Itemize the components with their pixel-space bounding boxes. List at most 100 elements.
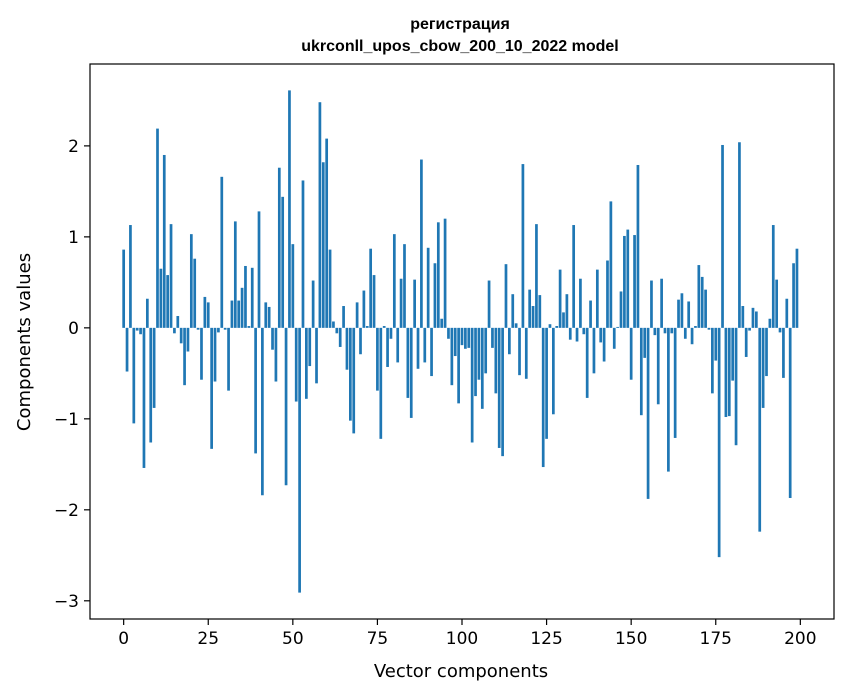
y-axis-label: Components values bbox=[14, 253, 35, 431]
bar bbox=[778, 327, 782, 333]
bar bbox=[680, 293, 684, 328]
bar bbox=[609, 201, 613, 328]
bar bbox=[139, 327, 142, 335]
bar bbox=[795, 248, 799, 328]
bar bbox=[335, 327, 339, 334]
bar bbox=[727, 327, 731, 417]
bar bbox=[582, 327, 586, 335]
bar bbox=[670, 327, 674, 334]
x-tick-label: 100 bbox=[446, 629, 478, 649]
bar bbox=[514, 323, 518, 328]
bar bbox=[203, 296, 207, 328]
bar bbox=[487, 280, 491, 328]
bar bbox=[186, 327, 190, 352]
bar bbox=[237, 300, 241, 328]
bar bbox=[359, 327, 362, 355]
bar bbox=[782, 327, 785, 378]
bar bbox=[250, 267, 254, 328]
bar bbox=[176, 316, 180, 328]
bar bbox=[636, 164, 640, 328]
x-tick-label: 175 bbox=[700, 629, 732, 649]
y-tick-label: −2 bbox=[54, 501, 79, 521]
bar bbox=[223, 327, 227, 330]
bar bbox=[152, 327, 156, 408]
bar bbox=[792, 263, 795, 328]
bar bbox=[518, 327, 521, 376]
bar bbox=[619, 291, 623, 328]
bar bbox=[731, 327, 735, 381]
bar bbox=[179, 327, 183, 344]
bar bbox=[504, 264, 508, 328]
bar bbox=[721, 144, 724, 328]
y-tick-label: 0 bbox=[68, 319, 79, 339]
bar bbox=[399, 278, 403, 328]
bar bbox=[240, 287, 244, 328]
bar bbox=[379, 327, 383, 439]
bar bbox=[233, 221, 237, 328]
bar bbox=[210, 327, 213, 449]
bar bbox=[748, 327, 751, 331]
bar bbox=[200, 327, 203, 380]
bar bbox=[653, 327, 657, 336]
bar bbox=[349, 327, 352, 421]
bar bbox=[433, 263, 437, 328]
bar bbox=[460, 327, 464, 346]
bar bbox=[650, 280, 653, 328]
bar bbox=[704, 289, 707, 328]
bar bbox=[345, 327, 349, 370]
bar bbox=[663, 327, 667, 334]
bar bbox=[142, 327, 146, 468]
bar bbox=[616, 326, 619, 328]
bar bbox=[267, 306, 271, 328]
bar bbox=[541, 327, 545, 468]
bar bbox=[667, 327, 670, 472]
bar bbox=[294, 327, 298, 402]
bar bbox=[683, 327, 687, 339]
bar bbox=[595, 269, 599, 328]
bar bbox=[227, 327, 230, 391]
bar bbox=[694, 326, 697, 328]
x-tick-label: 50 bbox=[282, 629, 304, 649]
bar bbox=[744, 327, 748, 357]
bar bbox=[149, 327, 153, 443]
bar bbox=[193, 258, 197, 328]
bar bbox=[589, 300, 592, 328]
bar bbox=[420, 159, 423, 328]
bar bbox=[707, 327, 711, 330]
bar bbox=[673, 327, 677, 438]
bar bbox=[281, 196, 285, 328]
bar bbox=[406, 327, 410, 398]
bar bbox=[548, 324, 552, 328]
bar bbox=[145, 298, 149, 328]
bar bbox=[524, 327, 528, 379]
bar bbox=[247, 326, 251, 328]
bar bbox=[162, 154, 166, 328]
bar bbox=[308, 327, 312, 367]
bar bbox=[565, 294, 569, 328]
bar bbox=[338, 327, 342, 347]
bar bbox=[491, 327, 494, 348]
bar bbox=[156, 128, 159, 328]
bar bbox=[771, 225, 775, 328]
bar bbox=[135, 327, 139, 331]
bar bbox=[386, 327, 389, 367]
bar bbox=[166, 275, 169, 328]
bar bbox=[257, 211, 261, 328]
bar bbox=[558, 269, 562, 328]
bar bbox=[305, 327, 308, 399]
bar bbox=[288, 90, 291, 328]
y-tick-label: 2 bbox=[68, 137, 79, 157]
bar bbox=[264, 302, 268, 328]
bar bbox=[365, 326, 369, 328]
x-tick-label: 150 bbox=[615, 629, 647, 649]
bar bbox=[196, 327, 200, 330]
bar bbox=[700, 276, 704, 328]
bar bbox=[426, 247, 430, 328]
bar bbox=[189, 234, 193, 328]
bar bbox=[389, 327, 393, 339]
bar bbox=[132, 327, 136, 424]
bar bbox=[521, 164, 525, 328]
chart-title-line2: ukrconll_upos_cbow_200_10_2022 model bbox=[301, 38, 618, 55]
bar bbox=[213, 327, 217, 382]
